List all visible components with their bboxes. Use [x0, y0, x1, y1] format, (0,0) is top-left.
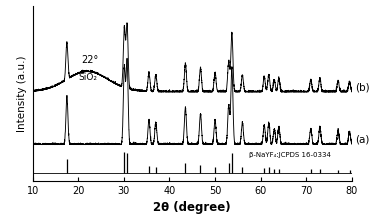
Text: SiO₂: SiO₂ — [78, 73, 97, 82]
X-axis label: 2θ (degree): 2θ (degree) — [153, 202, 231, 214]
Text: β-NaYF₄:JCPDS 16-0334: β-NaYF₄:JCPDS 16-0334 — [249, 152, 331, 158]
Text: (a): (a) — [355, 135, 370, 145]
Text: 22°: 22° — [81, 55, 98, 65]
Text: (b): (b) — [355, 82, 370, 92]
Y-axis label: Intensity (a.u.): Intensity (a.u.) — [17, 55, 27, 132]
